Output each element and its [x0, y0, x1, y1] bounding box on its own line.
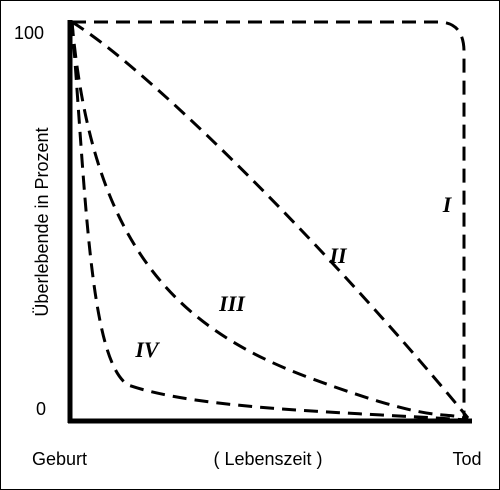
y-top-label: 100 [14, 23, 44, 43]
y-bottom-label: 0 [36, 399, 46, 419]
x-middle-label: ( Lebenszeit ) [213, 449, 322, 469]
curve-label: III [218, 291, 246, 316]
x-start-label: Geburt [32, 449, 87, 469]
curve-iv [70, 21, 469, 422]
curve-label: II [328, 243, 348, 268]
curve-label: I [442, 192, 453, 217]
curve-label: IV [134, 337, 161, 362]
curve-iii [70, 21, 469, 421]
y-axis-label: Überlebende in Prozent [32, 127, 52, 316]
curve-ii [71, 20, 470, 419]
x-end-label: Tod [452, 449, 481, 469]
